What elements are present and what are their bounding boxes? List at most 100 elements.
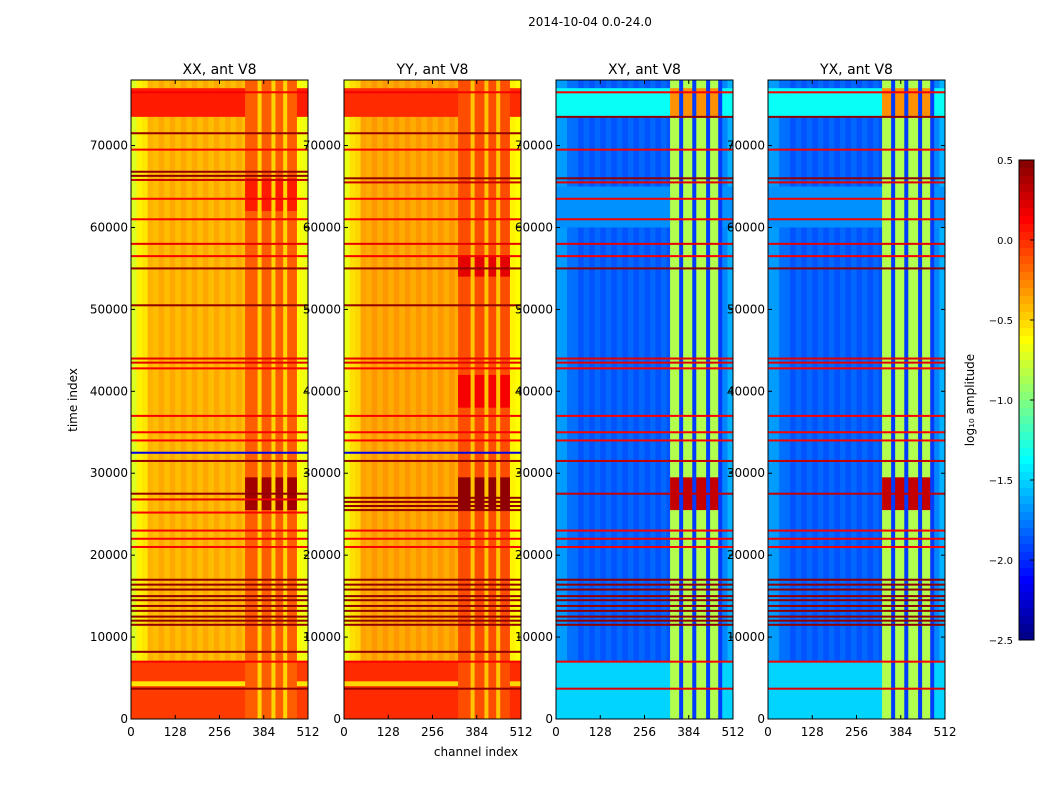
heatmap-row [768,255,945,258]
colorbar-segment [1019,392,1034,401]
heatmap-row [556,361,733,364]
y-tick-label: 30000 [303,466,341,480]
heatmap-column-cell [197,80,204,719]
heatmap-column-cell [355,80,362,719]
x-tick-label: 384 [465,725,488,739]
y-tick-label: 0 [757,712,765,726]
heatmap-row [556,218,733,221]
heatmap-row [768,439,945,442]
heatmap-column-cell [344,80,351,719]
heatmap-row [131,650,308,653]
colorbar-segment [1019,160,1034,169]
heatmap-column-cell [454,80,461,719]
heatmap-column-cell [856,80,863,719]
panel-xy: XY, ant V8 0 128 256 384 512 0 10000 20000 30000 4… [515,62,745,739]
heatmap-row [556,197,733,200]
heatmap-column-cell [208,80,215,719]
heatmap-row [768,588,945,591]
heatmap-column-cell [933,80,940,719]
y-tick-label: 40000 [515,384,553,398]
heatmap-column-cell [644,80,651,719]
colorbar-segment [1019,352,1034,361]
heatmap-row [344,619,521,622]
colorbar-segment [1019,616,1034,625]
heatmap-row [768,181,945,184]
heatmap-column-cell [605,80,612,719]
heatmap-row [556,181,733,184]
heatmap-row [131,459,308,462]
panel-title: YX, ant V8 [819,62,893,78]
heatmap-column-cell [136,80,143,719]
colorbar-segment [1019,208,1034,217]
colorbar-segment [1019,360,1034,369]
colorbar-segment [1019,472,1034,481]
x-tick-label: 256 [421,725,444,739]
heatmap-column-cell [583,80,590,719]
colorbar-segment [1019,264,1034,273]
heatmap-column-cell [600,80,607,719]
colorbar-tick-label: −2.5 [989,636,1013,647]
x-tick-label: 0 [764,725,772,739]
heatmap-row [344,505,521,507]
heatmap-row [556,660,733,663]
heatmap-rfi-hotspot [458,374,510,408]
heatmap-rfi-hotspot [245,178,297,212]
y-tick-label: 10000 [727,630,765,644]
colorbar-segment [1019,272,1034,281]
colorbar-tick-label: −1.5 [989,476,1013,487]
colorbar-segment [1019,432,1034,441]
heatmap-row [344,367,521,370]
heatmap-row [556,545,733,548]
heatmap-column-cell [806,80,813,719]
heatmap-row [768,361,945,364]
colorbar-segment [1019,544,1034,553]
y-tick-label: 70000 [303,139,341,153]
heatmap-column-cell [213,80,220,719]
heatmap-row [344,197,521,200]
heatmap-row [131,578,308,581]
colorbar-segment [1019,488,1034,497]
y-tick-label: 20000 [303,548,341,562]
x-tick-label: 384 [677,725,700,739]
heatmap-row [344,91,521,94]
heatmap-row [768,459,945,462]
colorbar-segment [1019,584,1034,593]
heatmap-row [344,529,521,532]
x-tick-label: 256 [845,725,868,739]
heatmap-column-cell [153,80,160,719]
heatmap-row [556,91,733,94]
colorbar-segment [1019,224,1034,233]
heatmap-column-cell [666,80,673,719]
heatmap-row [344,414,521,417]
colorbar-segment [1019,440,1034,449]
heatmap-column-cell [850,80,857,719]
heatmap-row [131,304,308,307]
heatmap-row [131,170,308,173]
colorbar-segment [1019,192,1034,201]
colorbar-segment [1019,520,1034,529]
heatmap-row [131,498,308,501]
colorbar-segment [1019,384,1034,393]
heatmap-row [131,687,308,690]
heatmap-column-cell [567,80,574,719]
heatmap-row [556,583,733,586]
heatmap-channel-gap [904,80,909,719]
colorbar-tick-label: −1.0 [989,396,1013,407]
heatmap-row [556,687,733,690]
heatmap-row [131,218,308,221]
heatmap-column-cell [180,80,187,719]
heatmap-column-cell [873,80,880,719]
figure-title: 2014-10-04 0.0-24.0 [528,15,652,29]
heatmap-column-cell [616,80,623,719]
heatmap-row [131,537,308,540]
x-tick-label: 128 [589,725,612,739]
heatmap-column-cell [449,80,456,719]
heatmap-channel-gap [484,80,489,719]
colorbar-tick-label: 0.5 [997,156,1013,167]
y-tick-label: 30000 [727,466,765,480]
heatmap-row [344,623,521,626]
heatmap-column-cell [834,80,841,719]
x-tick-label: 384 [889,725,912,739]
panel-title: XY, ant V8 [608,62,681,78]
heatmap-row [768,583,945,586]
